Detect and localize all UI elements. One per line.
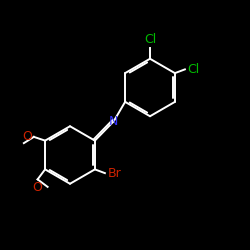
Text: Cl: Cl [144, 33, 156, 46]
Text: O: O [33, 180, 42, 194]
Text: Br: Br [108, 167, 121, 179]
Text: N: N [109, 115, 118, 128]
Text: O: O [23, 130, 32, 143]
Text: Cl: Cl [188, 63, 200, 76]
